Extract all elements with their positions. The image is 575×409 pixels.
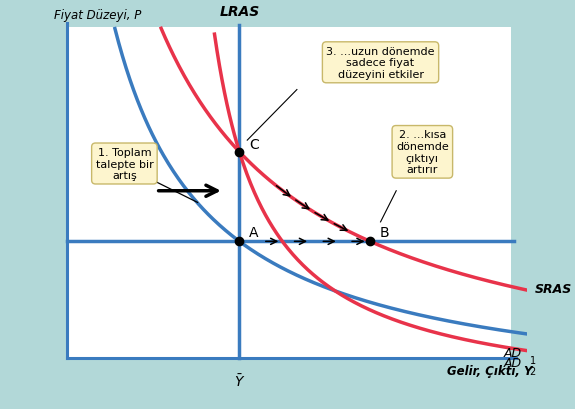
Text: 1. Toplam
talepte bir
artış: 1. Toplam talepte bir artış: [95, 148, 154, 181]
Text: 2: 2: [530, 366, 536, 376]
Text: $\bar{Y}$: $\bar{Y}$: [233, 372, 245, 389]
Text: 2. ...kısa
dönemde
çıktıyı
artırır: 2. ...kısa dönemde çıktıyı artırır: [396, 130, 448, 175]
Text: A: A: [249, 225, 258, 239]
Text: AD: AD: [504, 346, 522, 359]
Text: AD: AD: [504, 357, 522, 370]
Text: C: C: [249, 137, 259, 152]
Bar: [67, 28, 511, 358]
Text: SRAS: SRAS: [535, 282, 572, 295]
Text: Gelir, Çıktı, Y: Gelir, Çıktı, Y: [447, 364, 532, 377]
Text: LRAS: LRAS: [219, 4, 259, 18]
Text: 3. ...uzun dönemde
sadece fiyat
düzeyini etkiler: 3. ...uzun dönemde sadece fiyat düzeyini…: [326, 47, 435, 80]
Text: B: B: [380, 225, 389, 239]
Text: Fiyat Düzeyi, P: Fiyat Düzeyi, P: [54, 9, 141, 22]
Text: 1: 1: [530, 355, 536, 366]
